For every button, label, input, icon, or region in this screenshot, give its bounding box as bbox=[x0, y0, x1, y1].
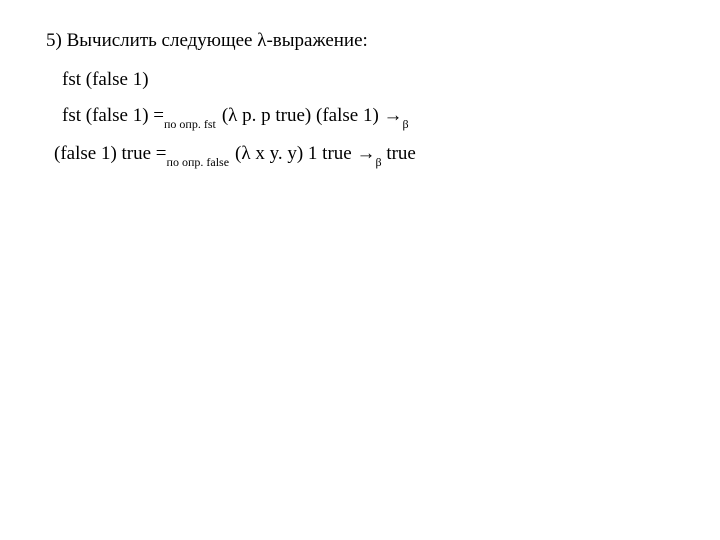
expr-2-lhs: fst (false 1) = bbox=[62, 105, 164, 126]
expr-3-tail: true bbox=[382, 143, 416, 164]
expr-1-text: fst (false 1) bbox=[62, 69, 149, 90]
expr-2-sub-def-fst: по опр. fst bbox=[164, 117, 216, 131]
expr-3-lhs: (false 1) true = bbox=[54, 143, 167, 164]
expr-3-mid: (λ x y. y) 1 true → bbox=[235, 143, 375, 164]
expression-line-3: (false 1) true =по опр. false (λ x y. y) … bbox=[46, 141, 720, 169]
expr-2-sub-beta: β bbox=[403, 117, 409, 131]
expression-line-1: fst (false 1) bbox=[46, 67, 720, 94]
expression-line-2: fst (false 1) =по опр. fst (λ p. p true) … bbox=[46, 103, 720, 131]
document-page: 5) Вычислить следующее λ-выражение: fst … bbox=[0, 0, 720, 168]
title-text: 5) Вычислить следующее λ-выражение: bbox=[46, 30, 368, 51]
expr-3-sub-def-false: по опр. false bbox=[167, 155, 230, 169]
problem-title: 5) Вычислить следующее λ-выражение: bbox=[46, 28, 720, 55]
expr-3-sub-beta: β bbox=[375, 155, 381, 169]
expr-2-mid: (λ p. p true) (false 1) → bbox=[222, 105, 403, 126]
